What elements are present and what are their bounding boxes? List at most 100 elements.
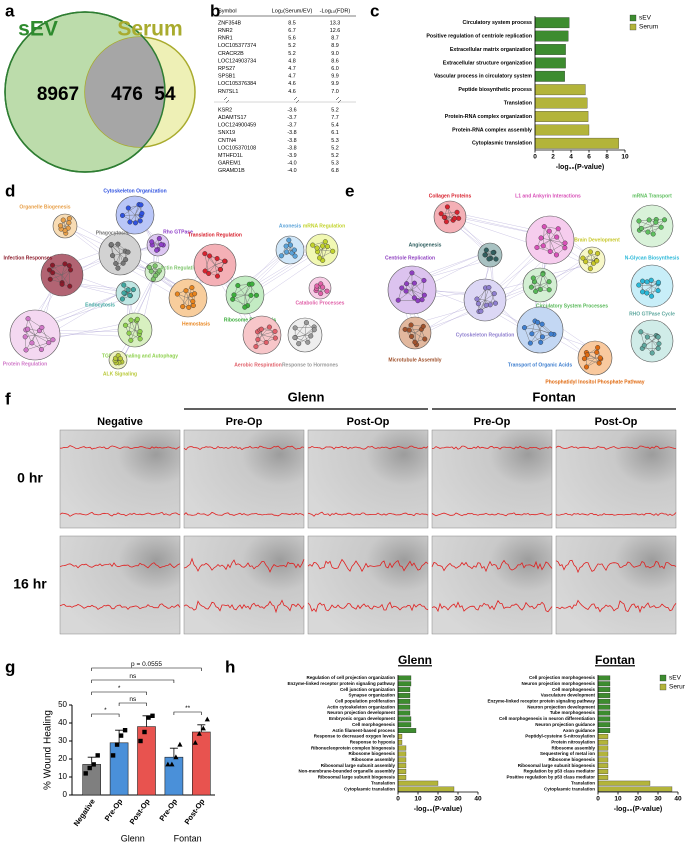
panel-label: g [5, 657, 15, 676]
wound-edge [59, 445, 181, 450]
table-cell: LOC124903734 [218, 58, 256, 64]
category-label: Response to decreased oxygen levels [314, 734, 396, 739]
x-tick-label: 10 [614, 796, 622, 803]
network-label: Brain Development [574, 237, 620, 243]
network-node [60, 217, 66, 223]
network-node [190, 298, 196, 304]
network-node [22, 334, 28, 340]
network-label: Phagocytosis [96, 230, 129, 236]
network-label: Hemostasis [182, 321, 210, 327]
network-node [655, 334, 661, 340]
error-bar [197, 724, 206, 732]
network-node [521, 325, 527, 331]
table-cell: -3.7 [287, 123, 296, 129]
network-node [493, 256, 499, 262]
network-node [644, 334, 650, 340]
network-node [320, 284, 326, 290]
table-cell: 5.3 [331, 161, 339, 167]
y-tick-label: 0 [63, 790, 68, 799]
table-cell: RNR2 [218, 28, 233, 34]
bar [534, 17, 570, 29]
bar [534, 124, 590, 136]
table-cell: 7.7 [331, 115, 339, 121]
category-label: Extracellular matrix organization [450, 47, 532, 53]
network-node [67, 283, 73, 289]
wound-image [183, 429, 305, 529]
network-edge [41, 327, 49, 343]
network-node [110, 253, 116, 259]
network-label: Infection Responses [4, 255, 53, 261]
network-node [636, 218, 642, 224]
table-cell: LOC105377374 [218, 43, 256, 49]
bar [597, 698, 611, 704]
table-break [293, 96, 300, 104]
bar [597, 780, 651, 786]
network-node [202, 251, 208, 257]
column-header: Pre-Op [226, 416, 263, 428]
wound-edge [183, 557, 305, 573]
network-node [655, 288, 661, 294]
network-node [214, 273, 220, 279]
venn-set-label: Serum [117, 18, 182, 41]
network-node [59, 281, 65, 287]
row-header: 0 hr [17, 470, 43, 486]
category-label: Response to hypoxia [350, 739, 396, 744]
venn-count: 476 [111, 84, 143, 105]
data-point [192, 740, 198, 745]
group-label: Fontan [174, 833, 202, 843]
network-edge [401, 272, 413, 289]
network-edge [41, 339, 54, 350]
network-node [25, 316, 31, 322]
network-node [150, 276, 156, 282]
y-tick-label: 40 [58, 718, 67, 727]
network-node [530, 275, 536, 281]
table-cell: 8.5 [288, 20, 296, 26]
network-edge [177, 293, 189, 308]
network-edge [204, 253, 209, 274]
network-node [640, 278, 646, 284]
network-node [583, 259, 589, 265]
bar [397, 698, 411, 704]
network-node [317, 255, 323, 261]
wound-image [59, 429, 181, 529]
wound-edge [555, 559, 677, 574]
significance-bracket [91, 691, 147, 695]
network-node [189, 285, 195, 291]
network-node [190, 303, 196, 309]
table-cell: 6.0 [331, 66, 339, 72]
table-cell: 5.2 [288, 51, 296, 57]
network-label: L1 and Ankyrin Interactions [515, 193, 581, 199]
network-node [640, 289, 646, 295]
bar [397, 769, 407, 774]
network-node [146, 264, 152, 270]
network-node [266, 324, 272, 330]
table-cell: RN7SL1 [218, 89, 238, 95]
bar [597, 722, 611, 728]
network-node [272, 328, 278, 334]
network-node [119, 296, 125, 302]
data-point [114, 742, 120, 747]
bar [397, 757, 407, 763]
bar [597, 757, 609, 763]
network-node [137, 218, 143, 224]
network-label: Collagen Proteins [429, 193, 472, 199]
network-label: Protein Regulation [3, 361, 47, 367]
wound-edge [183, 599, 305, 614]
category-label: Tube morphogenesis [550, 710, 596, 715]
wound-edge [307, 601, 429, 613]
wound-edge [431, 599, 553, 613]
category-label: Translation [371, 780, 395, 785]
bar [597, 745, 609, 751]
data-point [196, 731, 202, 736]
table-cell: 8.6 [331, 58, 339, 64]
network-node [126, 330, 132, 336]
network-edge [478, 287, 486, 304]
table-cell: 5.2 [331, 153, 339, 159]
network-node [46, 340, 52, 346]
venn-overlap [85, 37, 165, 147]
panel-label: d [5, 181, 15, 200]
network-node [580, 255, 586, 261]
network-label: Transport of Organic Acids [508, 362, 572, 368]
network-node [474, 296, 480, 302]
network-node [555, 226, 561, 232]
